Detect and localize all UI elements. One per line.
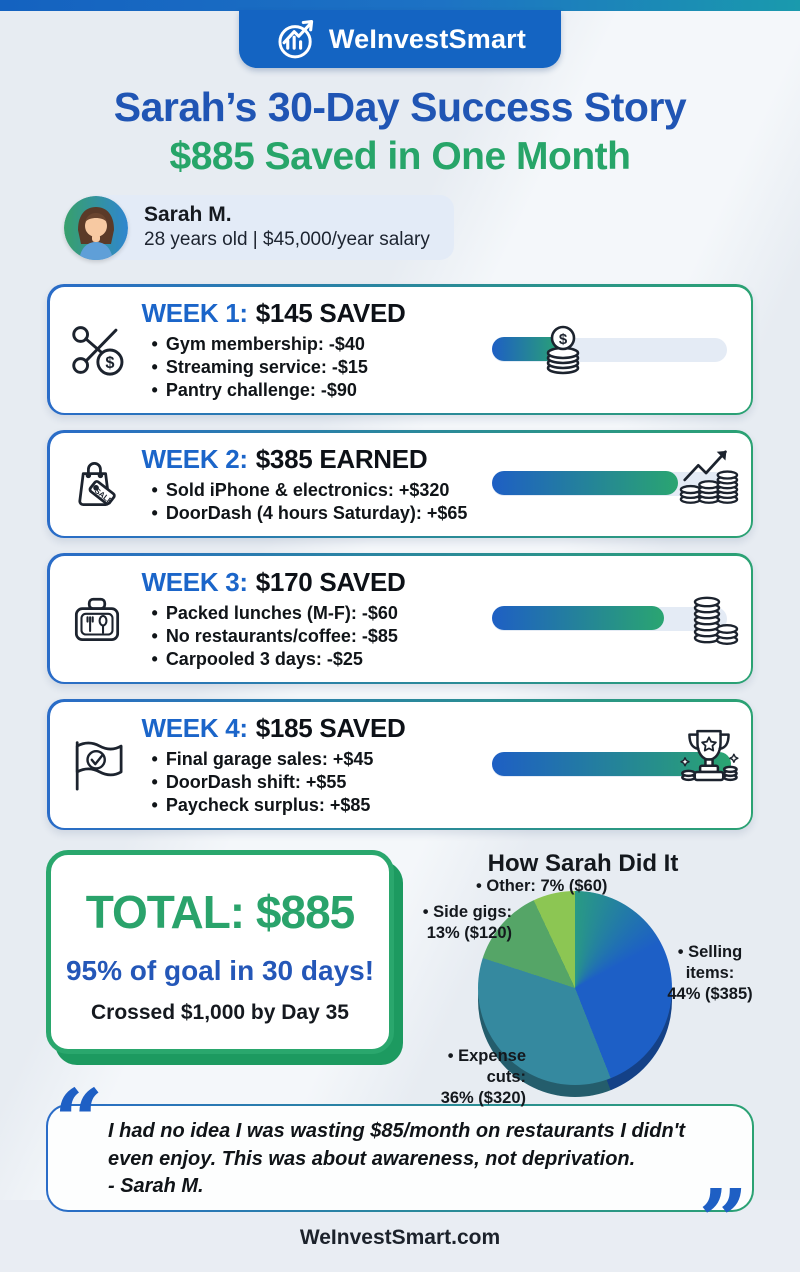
pie-chart-title: How Sarah Did It [487, 850, 679, 878]
growth-chart-logo-icon [274, 17, 318, 61]
progress-fill [491, 471, 678, 496]
progress-fill [491, 605, 664, 630]
trophy-icon [677, 722, 741, 790]
top-accent-strip [0, 0, 800, 11]
total-note: Crossed $1,000 by Day 35 [91, 1001, 349, 1025]
week-2-amount: $385 EARNED [255, 443, 428, 474]
sale-bag-icon: SALE [66, 453, 128, 515]
week-4-progress [491, 729, 739, 782]
callout-line: • Selling items: [677, 943, 743, 983]
week-item: Gym membership: -$40 [152, 333, 478, 356]
profile-card: Sarah M. 28 years old | $45,000/year sal… [64, 195, 800, 260]
week-item: Carpooled 3 days: -$25 [152, 648, 478, 671]
week-item: Paycheck surplus: +$85 [152, 794, 478, 817]
testimonial-quote: “ I had no idea I was wasting $85/month … [46, 1079, 754, 1264]
week-item: Streaming service: -$15 [152, 356, 478, 379]
week-item: Packed lunches (M-F): -$60 [152, 602, 478, 625]
profile-info-pill: Sarah M. 28 years old | $45,000/year sal… [84, 195, 454, 260]
week-item: No restaurants/coffee: -$85 [152, 625, 478, 648]
brand-header: WeInvestSmart [239, 10, 561, 68]
callout-line: 36% ($320) [440, 1088, 526, 1107]
pie-callout-other: • Other: 7% ($60) [476, 876, 607, 897]
week-item: Sold iPhone & electronics: +$320 [152, 479, 478, 502]
week-4-card: WEEK 4:$185 SAVED Final garage sales: +$… [47, 699, 753, 831]
footer-site-url: WeInvestSmart.com [299, 1225, 501, 1249]
week-2-progress [491, 450, 738, 505]
week-2-label: WEEK 2: [141, 443, 249, 474]
pie-section: How Sarah Did It • Other: 7% ($60) • Sid… [412, 850, 754, 1107]
week-1-amount: $145 SAVED [255, 297, 406, 328]
brand-name: WeInvestSmart [328, 23, 527, 54]
pie-chart [478, 891, 672, 1086]
week-item: Pantry challenge: -$90 [152, 379, 478, 402]
woman-avatar [64, 195, 128, 260]
coin-stack-icon: $ [539, 325, 587, 375]
weekly-cards: $ WEEK 1:$145 SAVED Gym membership: -$40… [47, 284, 753, 831]
svg-text:$: $ [105, 354, 114, 372]
week-2-items: Sold iPhone & electronics: +$320 DoorDas… [152, 479, 478, 525]
week-2-card: SALE WEEK 2:$385 EARNED Sold iPhone & el… [47, 430, 753, 539]
week-4-items: Final garage sales: +$45 DoorDash shift:… [152, 748, 478, 817]
week-3-label: WEEK 3: [141, 566, 249, 597]
week-1-items: Gym membership: -$40 Streaming service: … [152, 333, 478, 402]
week-1-label: WEEK 1: [141, 297, 249, 328]
week-4-label: WEEK 4: [141, 712, 249, 743]
pie-callout-expense-cuts: • Expense cuts: 36% ($320) [412, 1046, 526, 1108]
quote-attribution: - Sarah M. [108, 1174, 204, 1197]
week-item: DoorDash (4 hours Saturday): +$65 [152, 502, 478, 525]
total-headline: TOTAL: $885 [85, 886, 355, 939]
week-1-progress: $ [491, 325, 731, 374]
week-item: DoorDash shift: +$55 [152, 771, 478, 794]
total-subline: 95% of goal in 30 days! [65, 955, 375, 987]
page-title: Sarah’s 30-Day Success Story [113, 84, 687, 130]
week-3-card: WEEK 3:$170 SAVED Packed lunches (M-F): … [47, 553, 753, 685]
week-item: Final garage sales: +$45 [152, 748, 478, 771]
profile-details: 28 years old | $45,000/year salary [144, 229, 430, 250]
profile-name: Sarah M. [144, 203, 232, 226]
callout-line: • Expense cuts: [447, 1047, 526, 1087]
week-3-amount: $170 SAVED [255, 566, 406, 597]
open-quote-mark: “ [54, 1071, 104, 1173]
week-3-items: Packed lunches (M-F): -$60 No restaurant… [152, 602, 478, 671]
lunchbox-icon [66, 588, 128, 650]
week-1-header: WEEK 1: $145 SAVED [142, 298, 478, 329]
coin-stacks-icon [685, 586, 739, 646]
week-1-card: $ WEEK 1:$145 SAVED Gym membership: -$40… [47, 284, 753, 416]
callout-line: 44% ($385) [667, 984, 753, 1003]
pie-callout-selling-items: • Selling items: 44% ($385) [662, 942, 758, 1004]
svg-text:$: $ [559, 331, 568, 348]
callout-line: • Side gigs: [422, 903, 512, 922]
infographic-page: WeInvestSmart Sarah’s 30-Day Success Sto… [0, 0, 800, 1200]
week-4-amount: $185 SAVED [255, 712, 406, 743]
flag-check-icon [66, 734, 128, 796]
week-2-header: WEEK 2: $385 EARNED [142, 444, 478, 475]
coins-growth-icon [677, 445, 739, 507]
week-3-header: WEEK 3: $170 SAVED [142, 567, 478, 598]
total-card: TOTAL: $885 95% of goal in 30 days! Cros… [46, 850, 394, 1055]
week-4-header: WEEK 4: $185 SAVED [142, 713, 478, 744]
pie-callout-side-gigs: • Side gigs: 13% ($120) [412, 902, 512, 944]
callout-line: • Other: 7% ($60) [476, 877, 608, 896]
page-subtitle: $885 Saved in One Month [169, 135, 631, 178]
scissors-coin-icon: $ [66, 319, 128, 381]
callout-line: 13% ($120) [426, 924, 512, 943]
close-quote-mark: ” [698, 1171, 748, 1272]
quote-text: I had no idea I was wasting $85/month on… [108, 1120, 686, 1170]
summary-row: TOTAL: $885 95% of goal in 30 days! Cros… [0, 850, 800, 1107]
week-3-progress [491, 596, 738, 645]
